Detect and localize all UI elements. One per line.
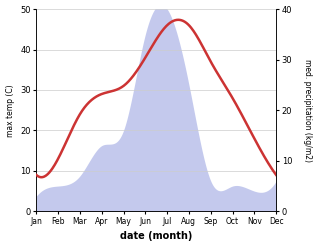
Y-axis label: max temp (C): max temp (C) <box>5 84 15 137</box>
Y-axis label: med. precipitation (kg/m2): med. precipitation (kg/m2) <box>303 59 313 162</box>
X-axis label: date (month): date (month) <box>120 231 192 242</box>
